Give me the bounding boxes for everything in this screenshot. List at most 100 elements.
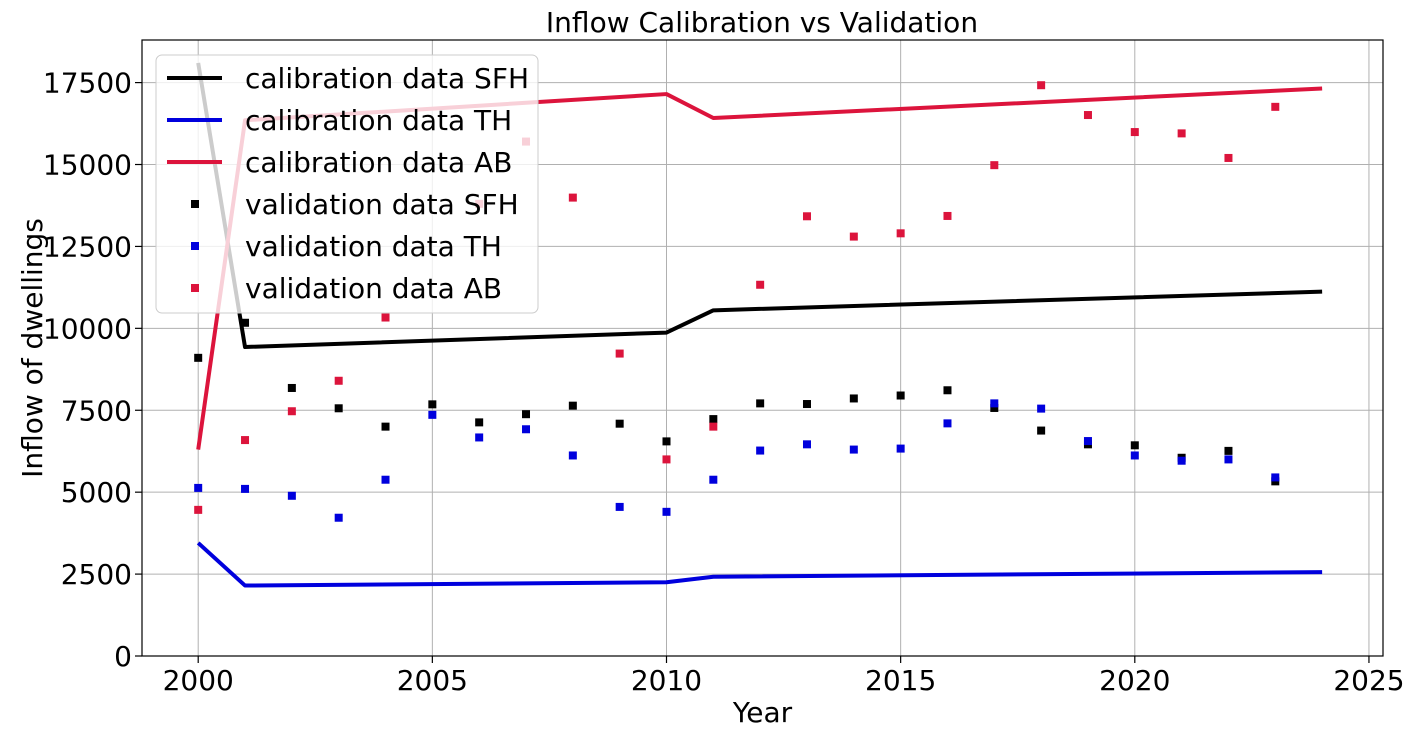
data-point	[756, 399, 765, 408]
series-2	[196, 541, 1323, 588]
series-5	[194, 399, 1280, 522]
data-point	[662, 455, 671, 464]
data-point	[756, 446, 765, 455]
x-tick-label: 2010	[631, 664, 702, 697]
data-point	[428, 400, 437, 409]
y-tick-label: 5000	[61, 476, 132, 509]
data-point	[709, 422, 718, 431]
x-tick-label: 2005	[397, 664, 468, 697]
data-point	[1037, 404, 1046, 413]
data-point	[287, 407, 296, 416]
data-point	[1224, 455, 1233, 464]
data-point	[568, 193, 577, 202]
legend: calibration data SFH calibration data TH c…	[155, 54, 539, 314]
data-point	[1130, 128, 1139, 137]
data-point	[709, 475, 718, 484]
data-point	[381, 422, 390, 431]
data-point	[381, 313, 390, 322]
data-point	[568, 401, 577, 410]
data-point	[568, 451, 577, 460]
y-axis-label: Inflow of dwellings	[16, 218, 49, 478]
data-point	[709, 415, 718, 424]
data-point	[1037, 81, 1046, 90]
legend-item: calibration data AB	[167, 146, 512, 179]
data-point	[662, 507, 671, 516]
legend-label: validation data SFH	[245, 188, 519, 221]
data-point	[194, 353, 203, 362]
data-point	[896, 391, 905, 400]
y-tick-label: 17500	[43, 67, 132, 100]
data-point	[943, 419, 952, 428]
legend-label: calibration data TH	[245, 104, 512, 137]
data-point	[802, 440, 811, 449]
x-tick-label: 2015	[865, 664, 936, 697]
data-point	[334, 404, 343, 413]
data-point	[1083, 111, 1092, 120]
chart-title: Inflow Calibration vs Validation	[546, 6, 978, 39]
data-point	[287, 383, 296, 392]
data-point	[1083, 437, 1092, 446]
legend-item: calibration data TH	[167, 104, 512, 137]
series-line	[196, 541, 1323, 588]
data-point	[381, 475, 390, 484]
legend-item: calibration data SFH	[167, 62, 529, 95]
data-point	[194, 483, 203, 492]
data-point	[194, 505, 203, 514]
data-point	[943, 386, 952, 395]
x-tick-label: 2020	[1099, 664, 1170, 697]
legend-marker-swatch	[191, 284, 199, 292]
data-point	[756, 280, 765, 289]
data-point	[428, 410, 437, 419]
data-point	[1130, 451, 1139, 460]
x-tick-label: 2025	[1333, 664, 1404, 697]
data-point	[896, 229, 905, 238]
data-point	[241, 484, 250, 493]
data-point	[802, 212, 811, 221]
x-tick-label: 2000	[163, 664, 234, 697]
legend-marker-swatch	[191, 200, 199, 208]
plot-frame	[141, 39, 1384, 657]
data-point	[241, 318, 250, 327]
legend-item: validation data SFH	[191, 188, 519, 221]
data-point	[615, 502, 624, 511]
axis-ticks: 2000 2005 2010 2015 2020 2025 0 2500 5000 7500 100…	[43, 67, 1405, 697]
legend-marker-swatch	[191, 242, 199, 250]
data-point	[287, 491, 296, 500]
data-point	[1177, 129, 1186, 138]
y-tick-label: 10000	[43, 312, 132, 345]
x-axis-label: Year	[732, 696, 793, 729]
y-tick-label: 15000	[43, 149, 132, 182]
legend-label: validation data AB	[245, 272, 502, 305]
data-point	[334, 376, 343, 385]
data-point	[990, 403, 999, 412]
data-point	[1224, 153, 1233, 162]
data-point	[849, 445, 858, 454]
data-point	[990, 161, 999, 170]
data-point	[802, 400, 811, 409]
data-point	[475, 418, 484, 427]
data-point	[1224, 446, 1233, 455]
data-point	[334, 513, 343, 522]
y-tick-label: 7500	[61, 394, 132, 427]
data-point	[1037, 426, 1046, 435]
legend-label: calibration data SFH	[245, 62, 529, 95]
y-tick-label: 0	[114, 640, 132, 673]
legend-item: validation data TH	[191, 230, 502, 263]
data-point	[1177, 456, 1186, 465]
data-point	[943, 211, 952, 220]
data-point	[615, 349, 624, 358]
data-point	[849, 232, 858, 241]
data-point	[1271, 473, 1280, 482]
legend-label: validation data TH	[245, 230, 502, 263]
data-point	[662, 437, 671, 446]
y-tick-label: 12500	[43, 230, 132, 263]
data-point	[522, 410, 531, 419]
legend-box	[155, 54, 539, 314]
y-tick-label: 2500	[61, 558, 132, 591]
data-point	[1130, 441, 1139, 450]
legend-label: calibration data AB	[245, 146, 512, 179]
data-point	[990, 399, 999, 408]
data-point	[849, 394, 858, 403]
data-point	[896, 444, 905, 453]
